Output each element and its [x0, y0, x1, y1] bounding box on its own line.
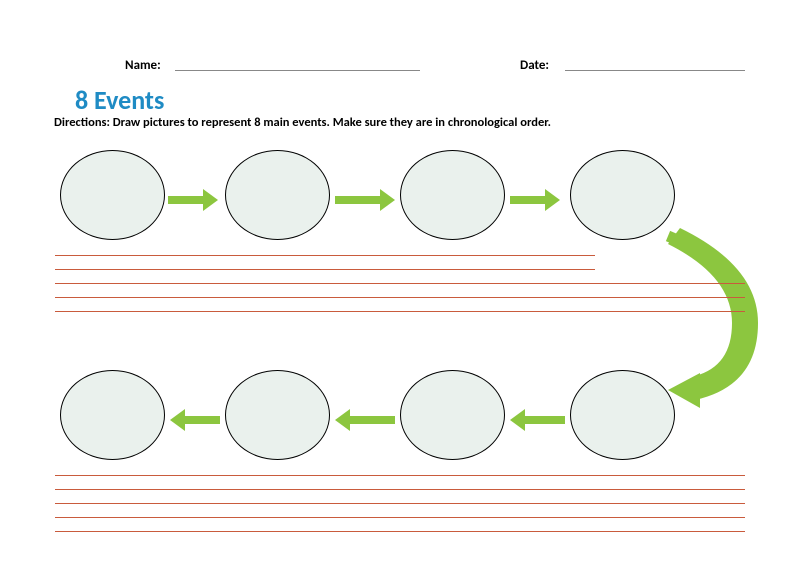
event-circle-1 [60, 150, 165, 240]
writing-line [55, 283, 745, 284]
directions-text: Directions: Draw pictures to represent 8… [54, 115, 551, 130]
arrow-right-1 [168, 194, 218, 206]
arrow-left-1 [170, 414, 220, 426]
arrow-right-3 [510, 194, 560, 206]
event-circle-5 [570, 370, 675, 460]
name-label: Name: [125, 58, 161, 73]
arrow-curve-down [650, 228, 770, 408]
arrow-left-3 [510, 414, 565, 426]
writing-line [55, 489, 745, 490]
date-line [565, 70, 745, 71]
writing-line [55, 269, 595, 270]
name-line [175, 70, 420, 71]
writing-line [55, 311, 745, 312]
event-circle-6 [400, 370, 505, 460]
writing-line [55, 503, 745, 504]
event-circle-3 [400, 150, 505, 240]
worksheet-header: Name: Date: [0, 58, 800, 78]
writing-line [55, 531, 745, 532]
date-label: Date: [520, 58, 549, 73]
event-circle-4 [570, 150, 675, 240]
page-title: 8 Events [75, 84, 164, 116]
arrow-right-2 [335, 194, 395, 206]
event-circle-2 [225, 150, 330, 240]
writing-line [55, 255, 595, 256]
writing-line [55, 517, 745, 518]
event-circle-8 [60, 370, 165, 460]
writing-line [55, 475, 745, 476]
writing-line [55, 297, 745, 298]
event-circle-7 [225, 370, 330, 460]
arrow-left-2 [335, 414, 395, 426]
